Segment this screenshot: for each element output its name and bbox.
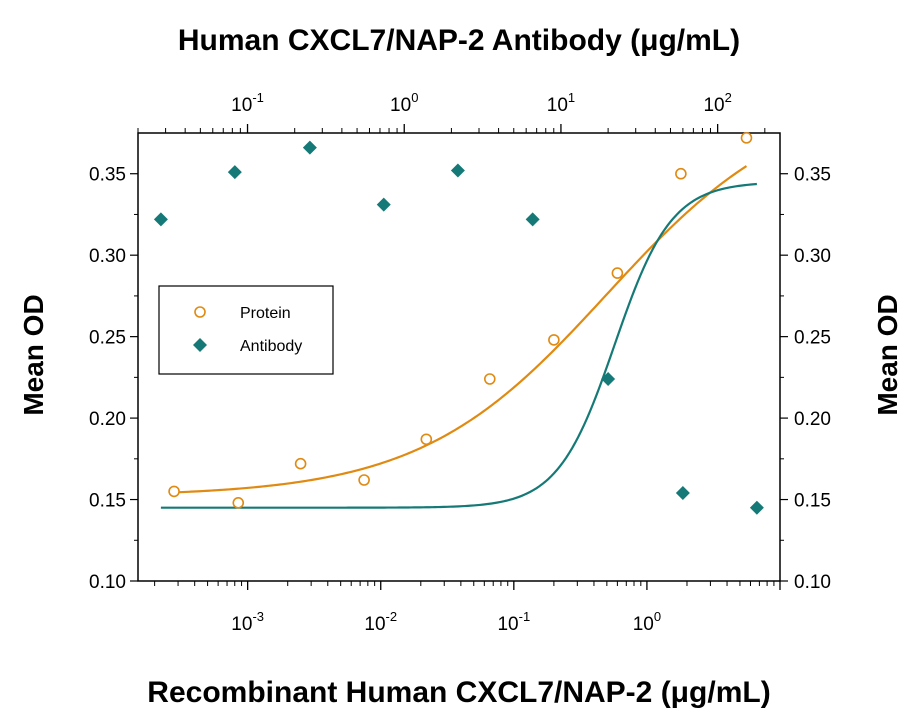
left-tick-label: 0.20 (89, 409, 126, 430)
antibody-point (525, 212, 540, 227)
legend-antibody-label: Antibody (240, 338, 302, 355)
top-tick-label: 101 (547, 90, 575, 116)
right-tick-label: 0.30 (794, 246, 831, 267)
legend-protein-marker (194, 306, 206, 318)
bottom-tick-label: 10-3 (231, 609, 264, 635)
top-tick-label: 100 (390, 90, 418, 116)
left-tick-label: 0.35 (89, 165, 126, 186)
fit-curve-antibody (160, 182, 757, 509)
legend: Protein Antibody (158, 285, 334, 375)
protein-point (548, 334, 560, 346)
bottom-tick-label: 10-1 (497, 609, 530, 635)
left-axis-title: Mean OD (18, 294, 49, 415)
right-tick-label: 0.25 (794, 328, 831, 349)
antibody-point (450, 163, 465, 178)
antibody-point (749, 500, 764, 515)
fit-curve-protein (174, 165, 748, 494)
antibody-point (302, 140, 317, 155)
protein-point (168, 485, 180, 498)
protein-point (484, 373, 496, 385)
left-tick-label: 0.30 (89, 246, 126, 267)
legend-protein-label: Protein (240, 305, 291, 322)
protein-point (358, 474, 370, 486)
antibody-point (153, 212, 168, 227)
bottom-tick-label: 100 (633, 609, 661, 635)
ticks-layer: 0.10 0.10 0.15 0.15 0.20 0.20 0.25 0.25 0.30 0.30… (89, 90, 831, 635)
antibody-point (376, 197, 391, 212)
protein-point (420, 433, 433, 446)
bottom-axis-title: Recombinant Human CXCL7/NAP-2 (μg/mL) (147, 676, 770, 709)
top-axis-title: Human CXCL7/NAP-2 Antibody (μg/mL) (178, 24, 740, 57)
protein-point (740, 132, 753, 144)
antibody-point (227, 165, 242, 180)
left-tick-label: 0.10 (89, 572, 126, 593)
plot-frame (137, 132, 781, 582)
right-tick-label: 0.35 (794, 165, 831, 186)
data-points (153, 132, 764, 515)
protein-point (675, 167, 687, 180)
right-tick-label: 0.20 (794, 409, 831, 430)
top-tick-label: 10-1 (231, 90, 264, 116)
protein-point (611, 267, 624, 279)
left-tick-label: 0.15 (89, 491, 126, 512)
fit-curves (160, 165, 757, 509)
antibody-point (601, 371, 616, 386)
right-axis-title: Mean OD (872, 294, 903, 415)
antibody-point (675, 486, 690, 501)
legend-antibody-marker (193, 338, 207, 352)
protein-point (294, 457, 307, 470)
protein-point (232, 497, 245, 509)
legend-box (158, 285, 334, 375)
top-tick-label: 102 (703, 90, 731, 116)
right-tick-label: 0.10 (794, 572, 831, 593)
right-tick-label: 0.15 (794, 491, 831, 512)
left-tick-label: 0.25 (89, 328, 126, 349)
bottom-tick-label: 10-2 (364, 609, 397, 635)
